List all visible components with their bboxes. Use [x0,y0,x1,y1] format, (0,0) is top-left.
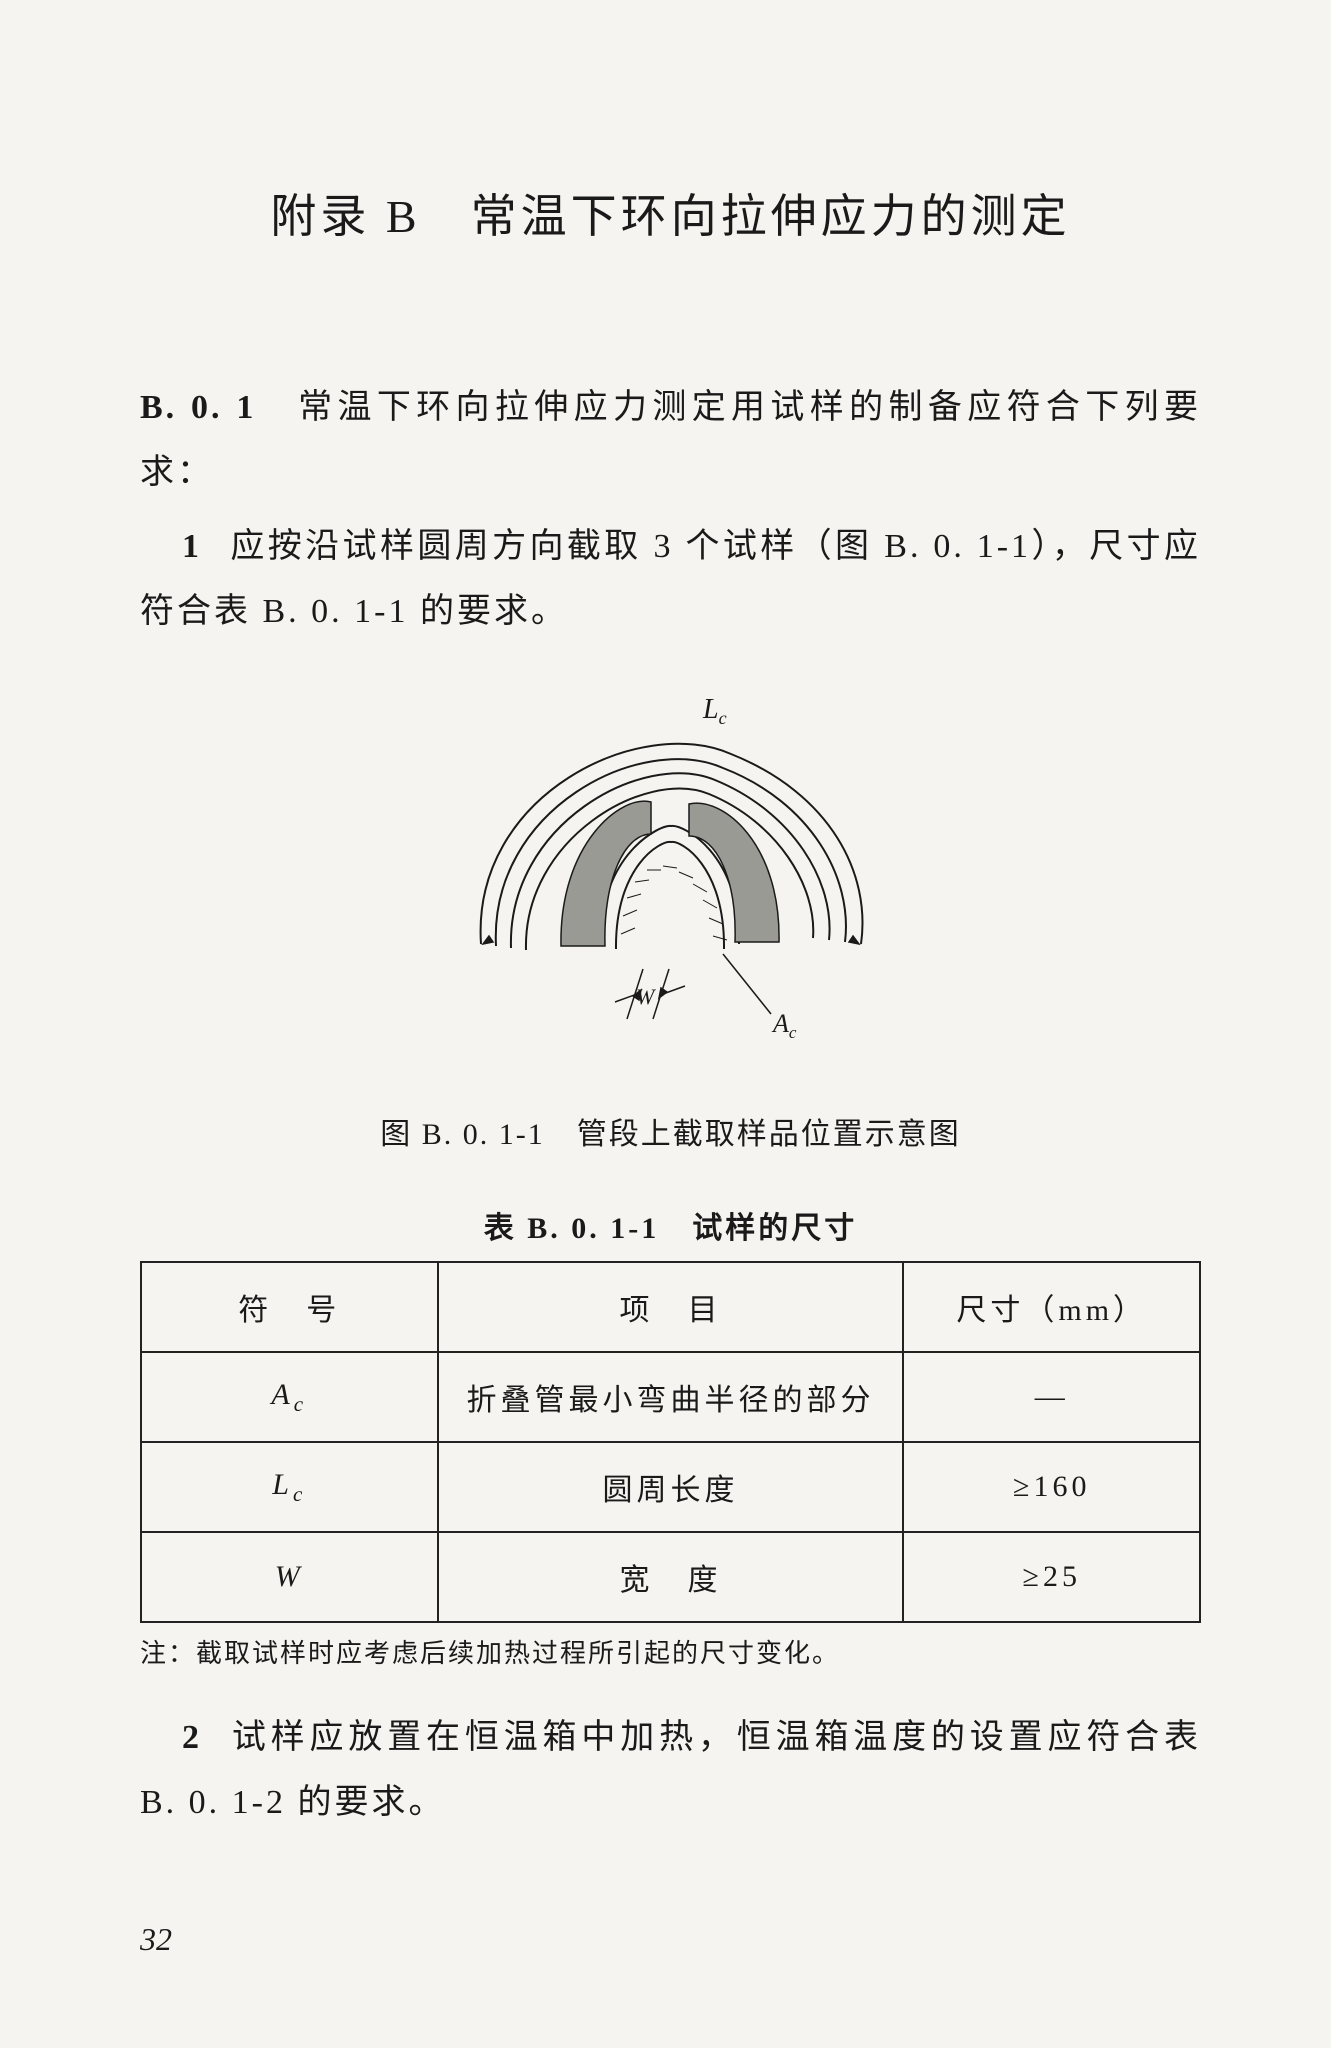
cell-symbol: W [141,1532,438,1622]
cell-size: ≥160 [903,1442,1200,1532]
page-number: 32 [140,1921,172,1958]
item-1-number: 1 [140,515,230,580]
figure-caption: 图 B. 0. 1-1 管段上截取样品位置示意图 [140,1109,1201,1153]
cell-item: 折叠管最小弯曲半径的部分 [438,1352,904,1442]
label-ac: A [771,1009,789,1038]
section-b01-intro: B. 0. 1 常温下环向拉伸应力测定用试样的制备应符合下列要求： [140,376,1201,505]
cell-symbol: Ac [141,1352,438,1442]
table-caption: 表 B. 0. 1-1 试样的尺寸 [140,1203,1201,1247]
table-note: 注：截取试样时应考虑后续加热过程所引起的尺寸变化。 [140,1633,1201,1670]
table-row: Lc 圆周长度 ≥160 [141,1442,1200,1532]
cell-item: 宽 度 [438,1532,904,1622]
specimen-size-table: 符 号 项 目 尺寸（mm） Ac 折叠管最小弯曲半径的部分 — Lc 圆周长度… [140,1261,1201,1623]
cell-size: ≥25 [903,1532,1200,1622]
item-2-number: 2 [140,1706,230,1771]
item-2: 2试样应放置在恒温箱中加热，恒温箱温度的设置应符合表 B. 0. 1-2 的要求… [140,1706,1201,1835]
label-ac-sub: c [788,1023,796,1042]
table-row: W 宽 度 ≥25 [141,1532,1200,1622]
svg-text:Ac: Ac [771,1009,797,1042]
item-2-text: 试样应放置在恒温箱中加热，恒温箱温度的设置应符合表 B. 0. 1-2 的要求。 [140,1719,1201,1821]
svg-text:Lc: Lc [702,694,727,728]
label-w: W [636,984,656,1009]
intro-text: 常温下环向拉伸应力测定用试样的制备应符合下列要求： [140,389,1201,491]
page-title: 附录 B 常温下环向拉伸应力的测定 [140,180,1201,246]
cell-item: 圆周长度 [438,1442,904,1532]
table-row: Ac 折叠管最小弯曲半径的部分 — [141,1352,1200,1442]
table-header-row: 符 号 项 目 尺寸（mm） [141,1262,1200,1352]
th-symbol: 符 号 [141,1262,438,1352]
th-item: 项 目 [438,1262,904,1352]
label-lc: L [702,694,719,725]
table-body: Ac 折叠管最小弯曲半径的部分 — Lc 圆周长度 ≥160 W 宽 度 ≥25 [141,1352,1200,1622]
item-1-text: 应按沿试样圆周方向截取 3 个试样（图 B. 0. 1-1），尺寸应符合表 B.… [140,528,1201,630]
ring-specimen-diagram: Lc W Ac [411,684,931,1064]
figure-b011: Lc W Ac 图 B. 0. 1-1 管段上截取样品位置示意图 [140,684,1201,1153]
label-lc-sub: c [718,708,726,728]
cell-symbol: Lc [141,1442,438,1532]
cell-size: — [903,1352,1200,1442]
item-1: 1应按沿试样圆周方向截取 3 个试样（图 B. 0. 1-1），尺寸应符合表 B… [140,515,1201,644]
th-size: 尺寸（mm） [903,1262,1200,1352]
section-label: B. 0. 1 [140,389,256,426]
